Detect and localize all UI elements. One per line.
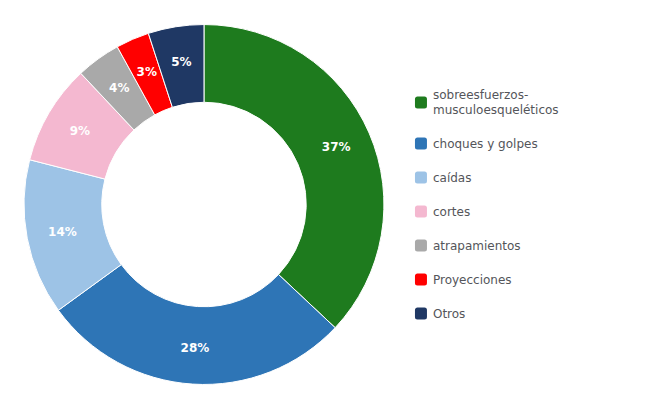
svg-text:musculoesqueléticos: musculoesqueléticos <box>433 103 559 117</box>
svg-text:9%: 9% <box>70 124 90 138</box>
svg-text:choques y golpes: choques y golpes <box>433 137 538 151</box>
svg-text:Otros: Otros <box>433 307 465 321</box>
svg-text:sobreesfuerzos-: sobreesfuerzos- <box>433 88 528 102</box>
svg-text:caídas: caídas <box>433 171 472 185</box>
svg-text:4%: 4% <box>109 81 129 95</box>
svg-text:3%: 3% <box>137 65 157 79</box>
svg-text:5%: 5% <box>171 55 191 69</box>
svg-text:28%: 28% <box>181 341 210 355</box>
svg-text:14%: 14% <box>48 225 77 239</box>
svg-text:cortes: cortes <box>433 205 470 219</box>
svg-text:37%: 37% <box>322 140 351 154</box>
svg-text:atrapamientos: atrapamientos <box>433 239 521 253</box>
svg-text:Proyecciones: Proyecciones <box>433 273 512 287</box>
